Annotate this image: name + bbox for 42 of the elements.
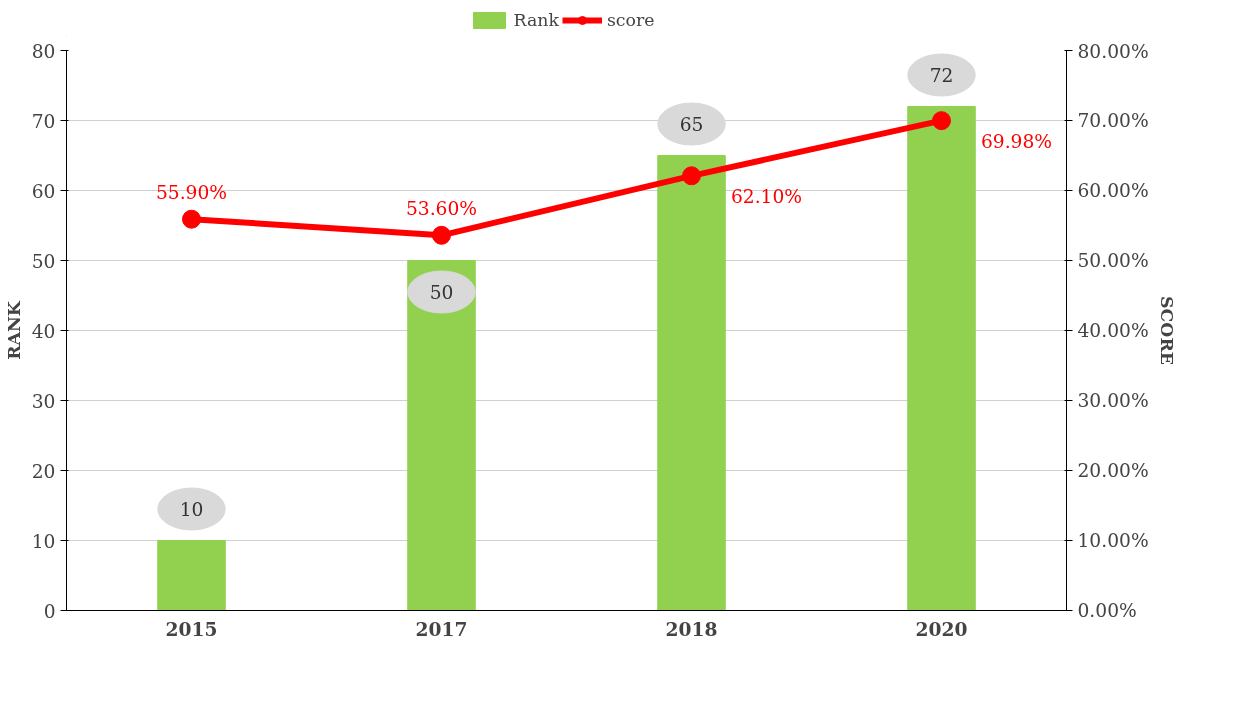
legend-label: score: [606, 10, 655, 30]
data-label: 65: [679, 114, 704, 135]
point: [432, 225, 451, 245]
bar: [157, 540, 226, 611]
bar: [907, 106, 976, 611]
y-tick-label: 10: [31, 530, 56, 552]
y2-tick-label: 20.00%: [1077, 460, 1149, 481]
y2-tick-label: 10.00%: [1077, 530, 1149, 551]
y2-tick-label: 30.00%: [1077, 390, 1149, 411]
y2-tick-label: 70.00%: [1077, 110, 1149, 131]
x-tick-label: 2020: [915, 617, 968, 640]
data-label: 10: [179, 499, 204, 520]
data-label: 53.60%: [405, 198, 478, 220]
point: [682, 166, 701, 186]
legend-label: Rank: [513, 10, 559, 30]
y-tick-label: 0: [43, 600, 56, 622]
data-label: 72: [929, 65, 954, 86]
data-label: 69.98%: [980, 131, 1053, 153]
data-label: 50: [429, 282, 454, 303]
data-label: 62.10%: [730, 186, 803, 208]
y2-tick-label: 0.00%: [1077, 600, 1137, 621]
bar: [657, 155, 726, 611]
y-tick-label: 70: [31, 110, 56, 132]
x-tick-label: 2018: [665, 617, 718, 640]
bar: [407, 260, 476, 611]
data-label: 55.90%: [155, 182, 228, 204]
y2-tick-label: 60.00%: [1077, 180, 1149, 201]
y-tick-label: 50: [31, 250, 56, 272]
y2-tick-label: 80.00%: [1077, 40, 1149, 62]
y-axis-title: RANK: [3, 300, 24, 360]
x-tick-label: 2015: [165, 617, 218, 640]
y-tick-label: 30: [31, 390, 56, 412]
point: [182, 209, 201, 229]
y-tick-label: 20: [31, 460, 56, 482]
point: [932, 111, 951, 131]
y-tick-label: 80: [31, 40, 56, 62]
x-tick-label: 2017: [415, 617, 468, 640]
y2-tick-label: 40.00%: [1077, 320, 1149, 341]
y-tick-label: 40: [31, 320, 56, 342]
y2-axis-title: SCORE: [1156, 296, 1177, 366]
y2-tick-label: 50.00%: [1077, 250, 1149, 271]
y-tick-label: 60: [31, 180, 56, 202]
